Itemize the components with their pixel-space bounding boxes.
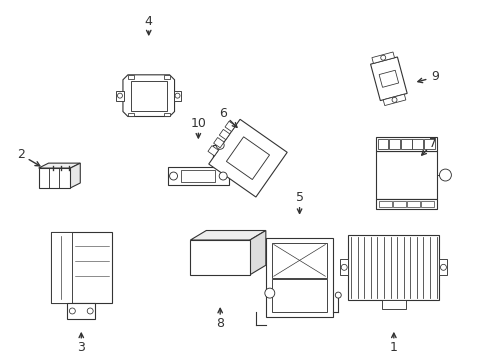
Bar	[163, 113, 169, 117]
Bar	[128, 113, 134, 117]
Text: 10: 10	[190, 117, 206, 130]
Bar	[378, 201, 391, 207]
Bar	[381, 300, 405, 310]
Circle shape	[219, 172, 226, 180]
Text: 2: 2	[17, 148, 24, 161]
Bar	[265, 238, 273, 258]
Polygon shape	[190, 230, 265, 240]
Bar	[271, 243, 326, 278]
Polygon shape	[383, 94, 405, 105]
Bar	[271, 279, 326, 312]
Polygon shape	[370, 57, 407, 100]
Bar	[265, 238, 333, 317]
Bar	[412, 139, 422, 149]
Bar	[375, 151, 437, 199]
Bar	[406, 201, 419, 207]
Polygon shape	[39, 163, 80, 168]
Text: 6: 6	[219, 107, 227, 120]
Bar	[116, 91, 123, 100]
Bar	[400, 139, 411, 149]
Bar	[190, 240, 249, 275]
Circle shape	[69, 308, 75, 314]
Bar	[347, 235, 439, 300]
Bar	[213, 145, 226, 167]
Polygon shape	[224, 121, 235, 131]
Bar	[340, 260, 347, 275]
Circle shape	[341, 264, 346, 270]
Bar	[50, 231, 72, 303]
Bar	[375, 199, 437, 209]
Bar	[388, 139, 399, 149]
Polygon shape	[122, 75, 174, 117]
Polygon shape	[219, 129, 229, 140]
Text: 3: 3	[77, 341, 85, 354]
Circle shape	[335, 292, 341, 298]
Text: 9: 9	[430, 71, 438, 84]
Text: 4: 4	[144, 15, 152, 28]
Polygon shape	[378, 70, 398, 87]
Bar	[439, 260, 447, 275]
Bar	[423, 139, 434, 149]
Text: 7: 7	[428, 137, 437, 150]
Text: 8: 8	[216, 318, 224, 330]
Circle shape	[440, 264, 446, 270]
Bar	[131, 81, 166, 111]
Text: 1: 1	[389, 341, 397, 354]
Circle shape	[175, 93, 180, 98]
Bar	[420, 201, 433, 207]
Text: 5: 5	[295, 192, 303, 204]
Polygon shape	[371, 52, 394, 63]
Polygon shape	[213, 138, 224, 148]
Bar	[375, 137, 437, 151]
Circle shape	[216, 141, 224, 149]
Bar	[377, 139, 387, 149]
Bar	[163, 75, 169, 79]
Polygon shape	[226, 137, 269, 180]
Polygon shape	[70, 163, 80, 188]
Circle shape	[87, 308, 93, 314]
Polygon shape	[207, 146, 218, 156]
Circle shape	[117, 93, 122, 98]
Bar	[181, 170, 215, 182]
Bar	[128, 75, 134, 79]
Bar	[392, 201, 405, 207]
Circle shape	[439, 169, 450, 181]
Circle shape	[391, 98, 396, 102]
Circle shape	[169, 172, 177, 180]
Circle shape	[380, 55, 385, 60]
Circle shape	[264, 288, 274, 298]
Bar	[50, 231, 112, 303]
Bar	[67, 303, 95, 319]
Bar	[167, 167, 229, 185]
Bar	[39, 168, 70, 188]
Polygon shape	[208, 119, 286, 197]
Bar	[173, 91, 181, 100]
Polygon shape	[249, 230, 265, 275]
